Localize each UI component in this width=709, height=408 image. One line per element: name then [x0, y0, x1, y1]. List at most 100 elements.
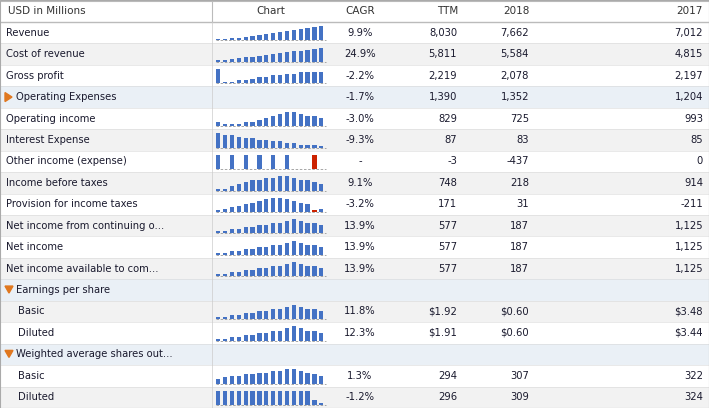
Bar — [237, 58, 241, 62]
Bar — [257, 391, 262, 405]
Bar — [291, 326, 296, 341]
Bar — [243, 182, 247, 191]
Bar — [319, 48, 323, 62]
Text: 1,125: 1,125 — [674, 242, 703, 252]
Bar — [291, 51, 296, 62]
Text: 5,584: 5,584 — [501, 49, 529, 59]
Text: 322: 322 — [684, 371, 703, 381]
Bar — [291, 219, 296, 233]
Bar — [285, 52, 289, 62]
Bar — [278, 198, 282, 212]
Bar — [243, 155, 247, 169]
Text: -3: -3 — [447, 156, 457, 166]
Bar — [250, 57, 255, 62]
Text: 31: 31 — [516, 199, 529, 209]
Bar — [312, 116, 316, 126]
Bar — [0, 65, 709, 86]
Text: 1,204: 1,204 — [675, 92, 703, 102]
Bar — [0, 344, 709, 365]
Bar — [237, 229, 241, 233]
Bar — [0, 43, 709, 65]
Text: Basic: Basic — [18, 371, 45, 381]
Bar — [306, 144, 310, 148]
Bar — [285, 243, 289, 255]
Bar — [264, 268, 269, 276]
Text: 324: 324 — [684, 392, 703, 402]
Text: Net income: Net income — [6, 242, 63, 252]
Text: 1.3%: 1.3% — [347, 371, 373, 381]
Text: 993: 993 — [684, 113, 703, 124]
Bar — [243, 249, 247, 255]
Bar — [278, 141, 282, 148]
Bar — [223, 135, 227, 148]
Bar — [271, 178, 275, 191]
Bar — [0, 86, 709, 108]
Bar — [250, 374, 255, 384]
Bar — [250, 227, 255, 233]
Text: 218: 218 — [510, 178, 529, 188]
Text: -3.2%: -3.2% — [345, 199, 374, 209]
Text: Basic: Basic — [18, 306, 45, 317]
Bar — [298, 29, 303, 40]
Text: 7,012: 7,012 — [674, 28, 703, 38]
Bar — [237, 206, 241, 212]
Text: 2,078: 2,078 — [501, 71, 529, 81]
Bar — [243, 313, 247, 319]
Text: 748: 748 — [438, 178, 457, 188]
Bar — [264, 200, 269, 212]
Bar — [216, 211, 220, 212]
Text: 187: 187 — [510, 264, 529, 274]
Bar — [298, 371, 303, 384]
Bar — [319, 333, 323, 341]
Text: 725: 725 — [510, 113, 529, 124]
Bar — [312, 309, 316, 319]
Bar — [223, 188, 227, 191]
Bar — [0, 129, 709, 151]
Bar — [257, 140, 262, 148]
Bar — [319, 72, 323, 83]
Bar — [264, 373, 269, 384]
Bar — [285, 391, 289, 405]
Bar — [285, 200, 289, 212]
Text: -: - — [358, 156, 362, 166]
Bar — [271, 54, 275, 62]
Bar — [278, 391, 282, 405]
Bar — [271, 245, 275, 255]
Bar — [271, 371, 275, 384]
Bar — [237, 137, 241, 148]
Text: Diluted: Diluted — [18, 328, 55, 338]
Bar — [278, 309, 282, 319]
Bar — [298, 221, 303, 233]
Bar — [0, 237, 709, 258]
Bar — [278, 53, 282, 62]
Bar — [223, 339, 227, 341]
Bar — [223, 82, 227, 83]
Bar — [298, 202, 303, 212]
Bar — [230, 272, 234, 276]
Bar — [0, 301, 709, 322]
Bar — [264, 55, 269, 62]
Bar — [243, 204, 247, 212]
Bar — [223, 377, 227, 384]
Text: 4,815: 4,815 — [675, 49, 703, 59]
Bar — [312, 211, 316, 212]
Bar — [230, 135, 234, 148]
Text: -1.2%: -1.2% — [345, 392, 374, 402]
Bar — [312, 144, 316, 148]
Text: -437: -437 — [506, 156, 529, 166]
Bar — [230, 337, 234, 341]
Bar — [237, 315, 241, 319]
Bar — [223, 317, 227, 319]
Bar — [285, 31, 289, 40]
Bar — [312, 72, 316, 83]
Bar — [278, 266, 282, 276]
Bar — [319, 184, 323, 191]
Text: Cost of revenue: Cost of revenue — [6, 49, 85, 59]
Bar — [298, 144, 303, 148]
Polygon shape — [5, 350, 13, 357]
Bar — [264, 311, 269, 319]
Text: 5,811: 5,811 — [428, 49, 457, 59]
Text: 187: 187 — [510, 242, 529, 252]
Bar — [223, 231, 227, 233]
Bar — [306, 330, 310, 341]
